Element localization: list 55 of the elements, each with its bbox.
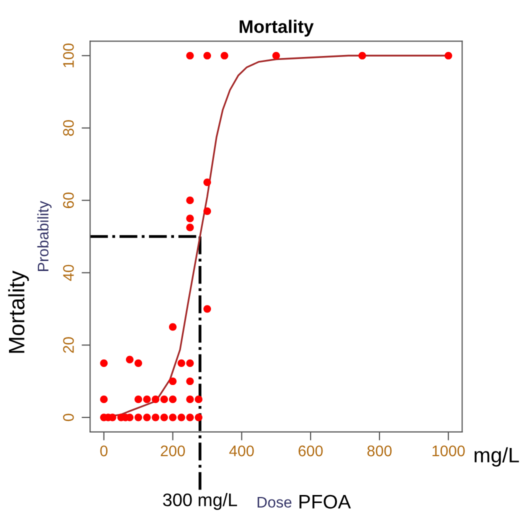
point [194,396,202,404]
point [168,377,177,386]
point [444,52,452,60]
point [168,396,177,404]
point [203,52,212,60]
point [100,396,108,404]
point [143,396,151,404]
point [186,359,194,367]
point [203,305,212,313]
y-tick-label: 60 [63,192,74,208]
point [186,414,194,422]
point [152,414,160,422]
point [203,207,212,216]
point [358,52,366,60]
point [186,396,194,404]
point [186,224,194,232]
y-tick-label: 80 [63,120,74,136]
chart-title: Mortality [240,20,314,37]
y-tick-label: 40 [63,264,74,281]
point [168,414,177,422]
x-tick-label: 0 [100,446,108,456]
x-tick-label: 400 [229,446,254,456]
point [134,414,142,422]
text: PFOA [300,494,351,509]
point [178,359,186,367]
point [160,414,168,422]
y-axis-title: Probability [37,200,52,271]
point [186,52,194,60]
point [186,196,194,204]
point [143,414,151,422]
y-tick-label: 100 [63,43,74,68]
x-tick-label: 800 [367,446,392,456]
y-tick-label: 0 [63,414,74,422]
x-axis-title: Dose [258,496,292,508]
point [152,396,160,404]
point [100,359,108,367]
point [168,323,177,331]
point [178,414,186,422]
point [203,178,212,186]
x-tick-label: 1000 [432,446,465,456]
point [220,52,228,60]
point [134,396,142,404]
x-tick-label: 200 [160,446,185,456]
text: Mortality [8,270,29,353]
point [160,396,168,404]
ref-line-label: 300 mg/L [163,493,238,510]
point [194,414,202,422]
point [186,214,194,222]
point [186,377,194,386]
point [134,359,142,367]
point [126,356,134,364]
text: mg/L [474,447,519,467]
point [272,52,280,60]
y-tick-label: 20 [63,337,74,353]
x-tick-label: 600 [298,446,323,456]
